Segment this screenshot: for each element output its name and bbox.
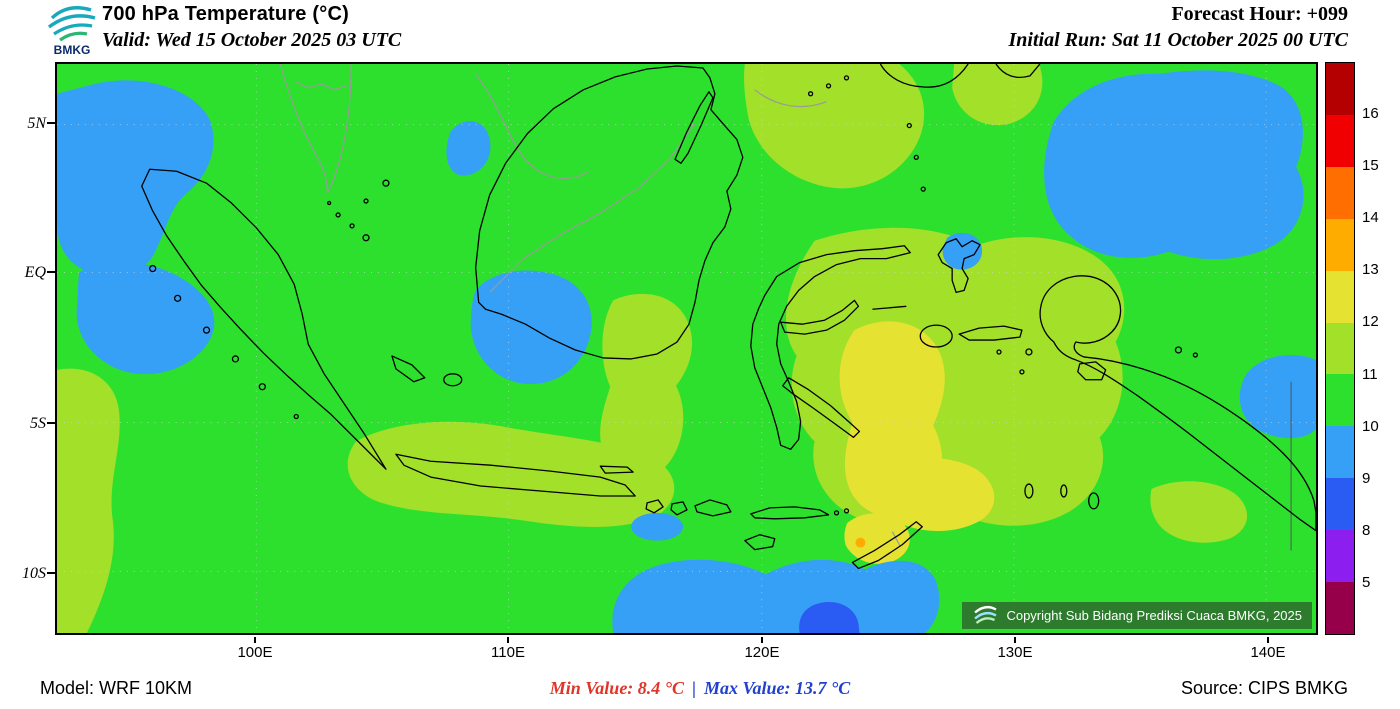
x-axis-tick <box>1014 637 1016 643</box>
colorbar-label: 9 <box>1362 469 1371 487</box>
copyright-band: Copyright Sub Bidang Prediksi Cuaca BMKG… <box>962 602 1312 629</box>
colorbar-segment <box>1326 530 1354 583</box>
colorbar-segment <box>1326 166 1354 219</box>
colorbar-segment <box>1326 374 1354 427</box>
max-value: Max Value: 13.7 °C <box>703 678 851 698</box>
page-title: 700 hPa Temperature (°C) <box>102 3 349 25</box>
colorbar-segment <box>1326 218 1354 271</box>
band-8-9c <box>799 601 860 633</box>
colorbar-segment <box>1326 322 1354 375</box>
colorbar-label: 15 <box>1362 157 1379 175</box>
bmkg-logo-icon: BMKG <box>47 6 96 57</box>
x-axis-tick <box>507 637 509 643</box>
x-axis-tick <box>761 637 763 643</box>
valid-time: Valid: Wed 15 October 2025 03 UTC <box>102 29 402 51</box>
footer-model: Model: WRF 10KM <box>40 678 193 698</box>
x-axis-label-100e: 100E <box>237 644 273 661</box>
x-axis-label-130e: 130E <box>997 644 1033 661</box>
y-axis-label-10s: 10S <box>22 565 46 582</box>
warm-spot-13-14c <box>855 537 866 548</box>
colorbar-label: 10 <box>1362 417 1379 435</box>
y-axis-label-eq: EQ <box>24 264 46 281</box>
colorbar-label: 13 <box>1362 261 1379 279</box>
gridlines <box>57 64 1316 633</box>
bmkg-logo-text: BMKG <box>54 43 91 57</box>
colorbar-segment <box>1326 582 1354 634</box>
colorbar-label: 11 <box>1362 365 1378 383</box>
colorbar-segment <box>1326 270 1354 323</box>
band-11-12c <box>57 64 1248 633</box>
min-value: Min Value: 8.4 °C <box>549 678 685 698</box>
minmax-line: Min Value: 8.4 °C | Max Value: 13.7 °C <box>0 678 1400 699</box>
y-axis-label-5n: 5N <box>27 115 46 132</box>
colorbar-segment <box>1326 114 1354 167</box>
colorbar-segment <box>1326 63 1354 115</box>
map-canvas <box>57 64 1316 633</box>
minmax-separator: | <box>692 678 696 698</box>
x-axis-tick <box>1267 637 1269 643</box>
footer-source: Source: CIPS BMKG <box>1180 678 1348 698</box>
colorbar-label: 8 <box>1362 521 1371 539</box>
y-axis-label-5s: 5S <box>30 415 46 432</box>
copyright-logo-icon <box>974 605 998 624</box>
forecast-hour: Forecast Hour: +099 <box>1171 3 1348 25</box>
map-frame: Copyright Sub Bidang Prediksi Cuaca BMKG… <box>55 62 1318 635</box>
colorbar-labels: 16 15 14 13 12 11 10 9 8 5 <box>1362 62 1396 635</box>
colorbar-segment <box>1326 478 1354 531</box>
y-axis-tick <box>47 271 55 273</box>
initial-run: Initial Run: Sat 11 October 2025 00 UTC <box>1008 29 1349 51</box>
border-lines <box>279 64 901 547</box>
coastlines <box>141 64 1316 570</box>
colorbar-label: 5 <box>1362 573 1371 591</box>
band-12-13c <box>839 321 995 564</box>
x-axis-label-120e: 120E <box>744 644 780 661</box>
y-axis-tick <box>47 572 55 574</box>
colorbar-label: 14 <box>1362 209 1379 227</box>
colorbar-label: 16 <box>1362 105 1379 123</box>
y-axis-tick <box>47 122 55 124</box>
x-axis-label-140e: 140E <box>1250 644 1286 661</box>
x-axis-label-110e: 110E <box>491 644 525 661</box>
colorbar <box>1325 62 1355 635</box>
x-axis-tick <box>254 637 256 643</box>
y-axis-tick <box>47 422 55 424</box>
colorbar-segment <box>1326 426 1354 479</box>
copyright-text: Copyright Sub Bidang Prediksi Cuaca BMKG… <box>1006 608 1302 623</box>
colorbar-label: 12 <box>1362 313 1379 331</box>
